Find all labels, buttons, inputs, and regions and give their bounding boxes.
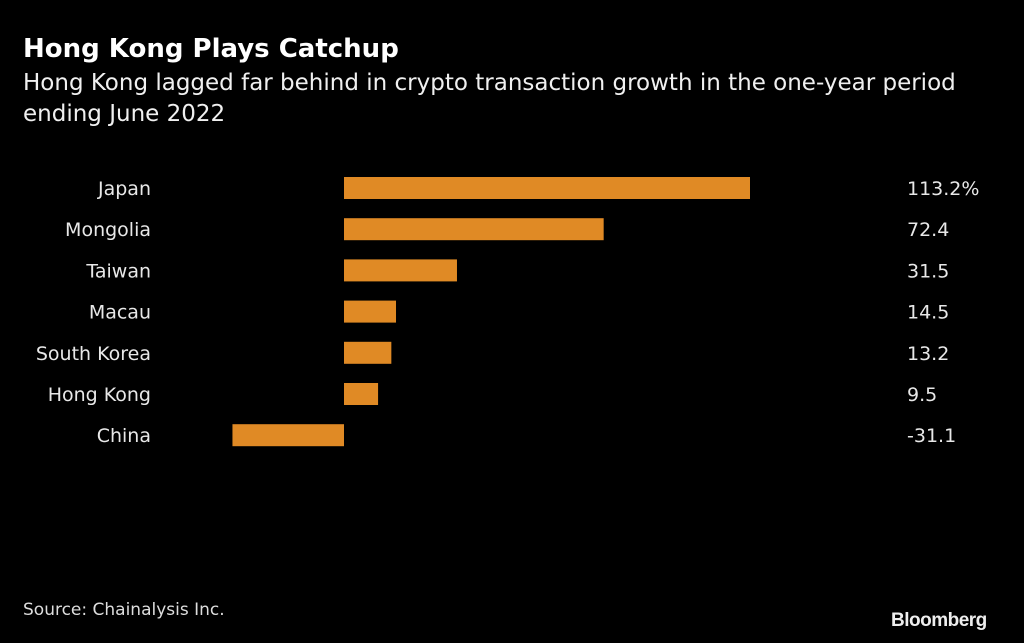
chart-subtitle: Hong Kong lagged far behind in crypto tr… [23, 70, 956, 127]
bar-south-korea [344, 341, 392, 364]
chart-title: Hong Kong Plays Catchup [23, 34, 399, 64]
category-label: Mongolia [65, 219, 151, 241]
category-label: Hong Kong [48, 384, 151, 406]
value-label: 72.4 [907, 219, 949, 241]
value-label: 13.2 [907, 343, 949, 365]
bar-china [232, 424, 344, 447]
value-label: 31.5 [907, 260, 949, 282]
bar-macau [344, 300, 397, 323]
bar-taiwan [344, 259, 457, 282]
value-label: 9.5 [907, 384, 937, 406]
source-note: Source: Chainalysis Inc. [23, 600, 225, 620]
category-label: Macau [89, 302, 151, 324]
value-label: 14.5 [907, 302, 949, 324]
category-label: South Korea [36, 343, 151, 365]
category-label: China [97, 425, 151, 447]
value-label: 113.2% [907, 178, 979, 200]
bar-mongolia [344, 218, 604, 241]
bar-japan [344, 177, 750, 199]
bar-hong-kong [344, 383, 379, 405]
value-label: -31.1 [907, 425, 956, 447]
bloomberg-logo: Bloomberg [891, 610, 987, 631]
category-label: Taiwan [85, 260, 151, 282]
category-label: Japan [97, 178, 151, 200]
